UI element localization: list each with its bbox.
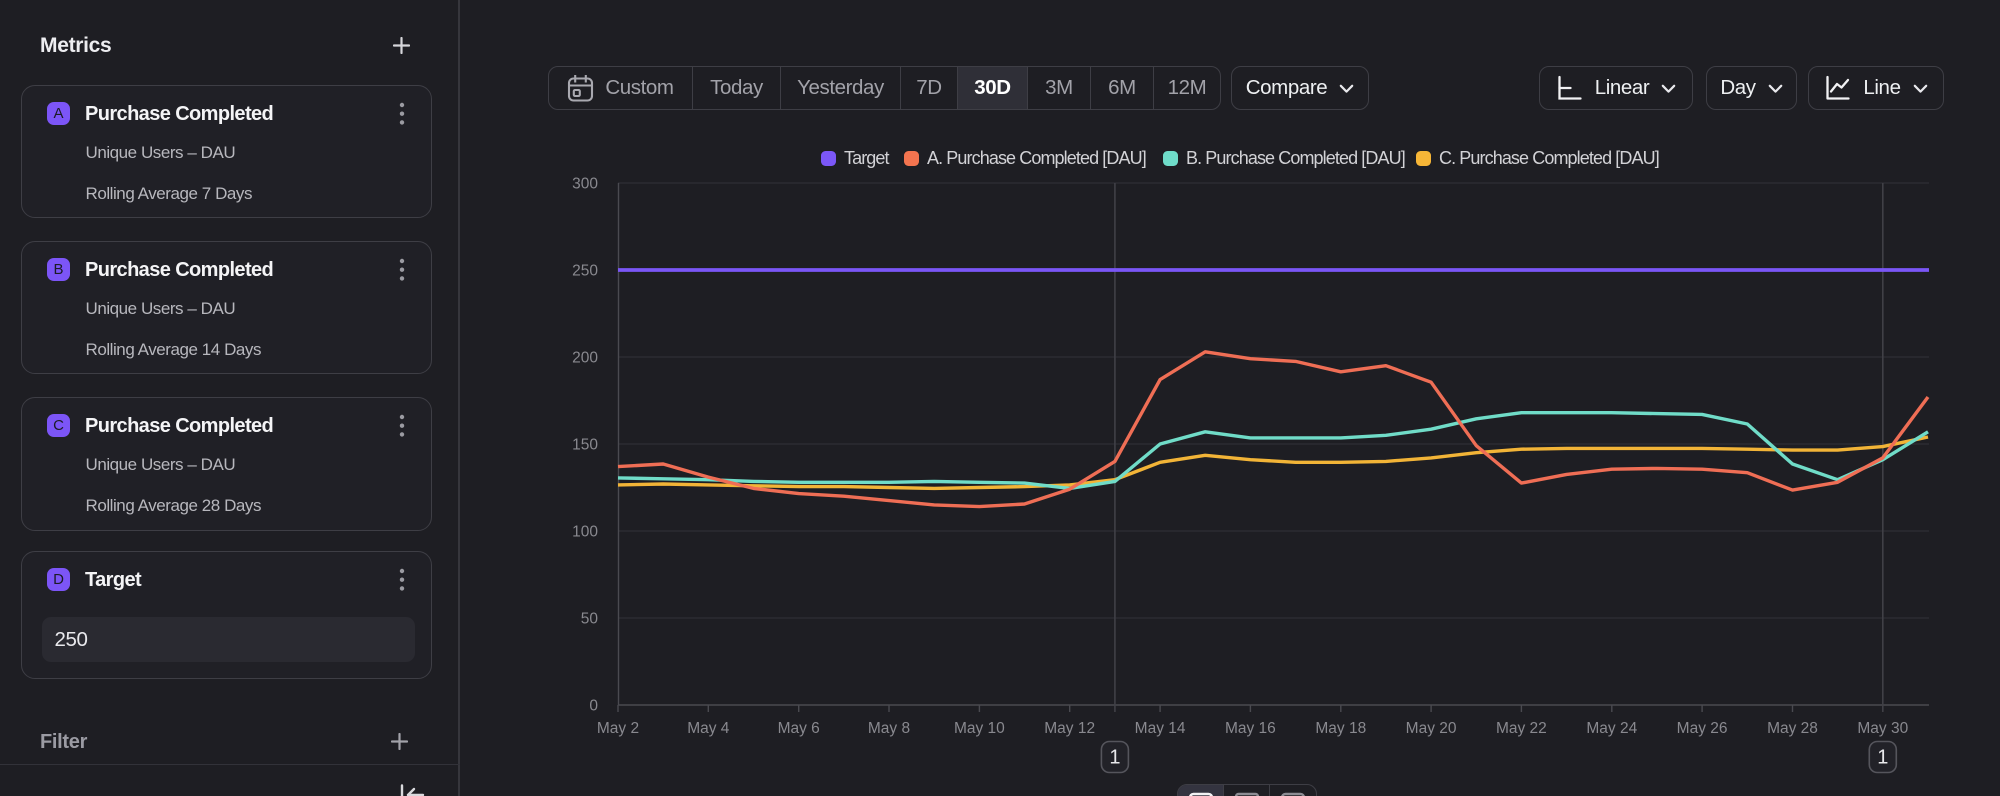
svg-text:May 26: May 26 (1677, 720, 1728, 737)
svg-text:May 28: May 28 (1767, 720, 1818, 737)
svg-text:0: 0 (589, 698, 598, 715)
svg-text:May 18: May 18 (1315, 720, 1366, 737)
svg-text:May 14: May 14 (1135, 720, 1186, 737)
svg-text:200: 200 (572, 350, 598, 367)
svg-text:250: 250 (572, 263, 598, 280)
svg-text:1: 1 (1877, 747, 1888, 769)
svg-text:May 6: May 6 (778, 720, 820, 737)
svg-text:May 12: May 12 (1044, 720, 1095, 737)
svg-text:May 10: May 10 (954, 720, 1005, 737)
svg-text:1: 1 (1109, 747, 1120, 769)
svg-text:May 20: May 20 (1406, 720, 1457, 737)
svg-text:May 8: May 8 (868, 720, 910, 737)
svg-text:300: 300 (572, 176, 598, 193)
svg-text:May 24: May 24 (1586, 720, 1637, 737)
svg-text:May 4: May 4 (687, 720, 730, 737)
svg-text:May 30: May 30 (1857, 720, 1908, 737)
svg-text:May 22: May 22 (1496, 720, 1547, 737)
svg-text:50: 50 (581, 611, 599, 628)
svg-text:May 16: May 16 (1225, 720, 1276, 737)
svg-text:150: 150 (572, 437, 598, 454)
svg-text:May 2: May 2 (597, 720, 639, 737)
svg-text:100: 100 (572, 524, 598, 541)
